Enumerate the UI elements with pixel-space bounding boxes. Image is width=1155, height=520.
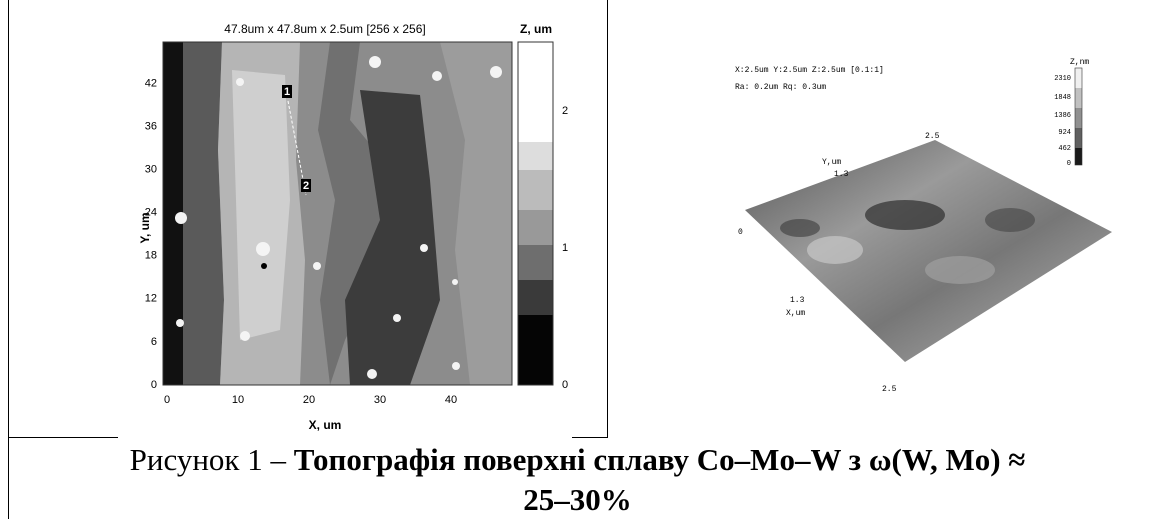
y-axis-tick: 1.3 [834, 170, 849, 179]
colorbar-tick-label: 0 [562, 379, 568, 391]
colorbar-title: Z, um [520, 22, 552, 36]
info-line: Ra: 0.2um Rq: 0.3um [735, 83, 826, 92]
y-tick-label: 24 [145, 207, 157, 219]
afm-image [163, 42, 512, 385]
y-tick-label: 30 [145, 164, 157, 176]
x-axis-label: X,um [786, 309, 805, 318]
x-tick-label: 30 [374, 394, 386, 406]
marker-label: 2 [303, 180, 309, 192]
colorbar-tick-label: 1386 [1054, 112, 1071, 120]
x-tick-label: 10 [232, 394, 244, 406]
x-tick-label: 0 [164, 394, 170, 406]
colorbar-tick-label: 462 [1058, 145, 1071, 153]
y-tick-label: 0 [151, 379, 157, 391]
y-axis-tick: 0 [738, 228, 743, 237]
x-tick-label: 40 [445, 394, 457, 406]
colorbar-title: Z,nm [1070, 58, 1089, 67]
caption-prefix: Рисунок 1 – [130, 442, 294, 477]
colorbar-tick-label: 2 [562, 105, 568, 117]
y-tick-label: 18 [145, 250, 157, 262]
colorbar-tick-label: 1848 [1054, 94, 1071, 102]
page: {"left_image":{"title":"47.8um x 47.8um … [0, 0, 1155, 519]
colorbar-tick-label: 2310 [1054, 75, 1071, 83]
y-tick-label: 36 [145, 120, 157, 132]
marker-label: 1 [284, 86, 290, 98]
y-axis-tick: 2.5 [925, 132, 940, 141]
caption-title: Топографія поверхні сплаву Co–Mo–W з ω(W… [294, 442, 1026, 517]
y-axis-label: Y,um [822, 158, 841, 167]
y-tick-label: 6 [151, 336, 157, 348]
x-axis-tick: 2.5 [882, 385, 897, 394]
caption: Рисунок 1 – Топографія поверхні сплаву C… [120, 440, 1035, 520]
surface-3d [745, 140, 1112, 362]
afm-colorbar [518, 42, 553, 385]
colorbar-tick-label: 1 [562, 242, 568, 254]
y-tick-label: 12 [145, 293, 157, 305]
image-title: 47.8um x 47.8um x 2.5um [256 x 256] [224, 22, 425, 36]
x-axis-label: X, um [309, 418, 342, 432]
surface-colorbar [1075, 68, 1082, 165]
info-line: X:2.5um Y:2.5um Z:2.5um [0.1:1] [735, 66, 884, 75]
x-tick-label: 20 [303, 394, 315, 406]
y-tick-label: 42 [145, 77, 157, 89]
colorbar-tick-label: 924 [1058, 129, 1071, 137]
x-axis-tick: 1.3 [790, 296, 805, 305]
colorbar-tick-label: 0 [1067, 160, 1071, 168]
